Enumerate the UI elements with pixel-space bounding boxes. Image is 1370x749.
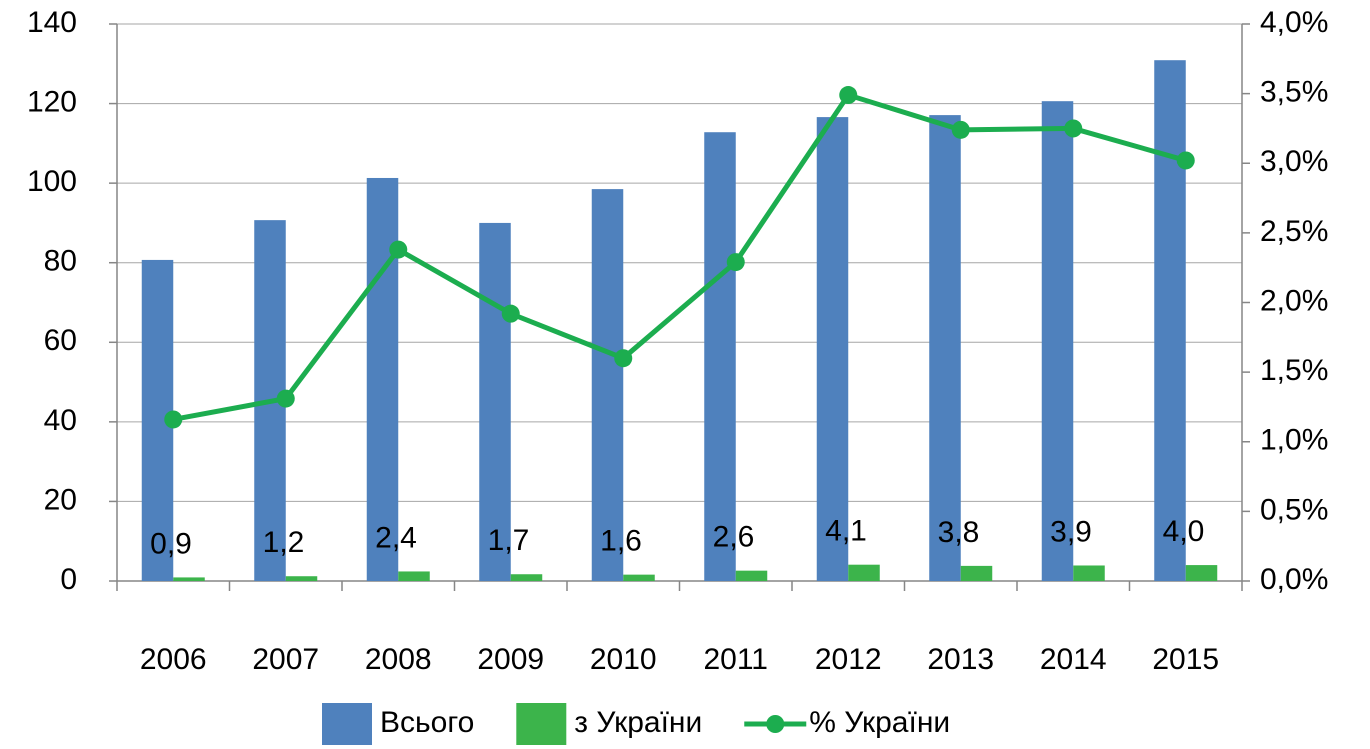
marker: [501, 304, 520, 323]
data-label: 2,4: [375, 521, 417, 554]
y-tick-label: 80: [44, 245, 77, 278]
bar: [960, 565, 993, 581]
legend-swatch: [322, 703, 372, 745]
data-label: 1,2: [263, 526, 305, 559]
bar: [1154, 60, 1186, 581]
legend-label: з України: [574, 706, 702, 739]
bar: [848, 564, 880, 581]
y-tick-label: 120: [27, 85, 77, 118]
marker: [839, 86, 858, 105]
bar: [623, 574, 655, 581]
x-tick-label: 2007: [252, 643, 319, 676]
x-tick-label: 2008: [365, 643, 432, 676]
bar: [591, 189, 624, 581]
x-tick-label: 2013: [927, 643, 994, 676]
data-label: 4,1: [825, 515, 867, 548]
marker: [1064, 119, 1083, 138]
bar: [173, 577, 205, 581]
data-label: 0,9: [150, 527, 192, 560]
y-tick-label: 100: [27, 165, 77, 198]
y-tick-label: 20: [44, 483, 77, 516]
x-tick-label: 2015: [1152, 643, 1219, 676]
bar: [398, 571, 430, 581]
x-tick-label: 2009: [477, 643, 544, 676]
data-label: 4,0: [1163, 515, 1205, 548]
bar: [510, 574, 543, 581]
marker: [164, 410, 183, 429]
bar: [704, 132, 736, 581]
data-label: 1,7: [488, 524, 530, 557]
x-tick-label: 2010: [590, 643, 657, 676]
marker: [389, 240, 408, 259]
x-tick-label: 2012: [815, 643, 882, 676]
marker: [1176, 151, 1195, 170]
bar: [816, 117, 849, 581]
bar: [1073, 565, 1105, 581]
y2-tick-label: 2,5%: [1260, 215, 1328, 248]
y-tick-label: 60: [44, 324, 77, 357]
legend-swatch: [766, 715, 785, 733]
bar: [929, 115, 961, 581]
y-tick-label: 0: [60, 563, 77, 596]
legend-label: Всього: [380, 706, 474, 739]
x-tick-label: 2014: [1040, 643, 1107, 676]
x-tick-label: 2011: [703, 643, 768, 676]
marker: [951, 120, 970, 139]
y2-tick-label: 3,5%: [1260, 76, 1328, 109]
x-tick-label: 2006: [140, 643, 207, 676]
y-tick-label: 140: [27, 6, 77, 39]
bar: [285, 576, 318, 581]
y2-tick-label: 3,0%: [1260, 145, 1328, 178]
data-label: 3,8: [938, 516, 980, 549]
data-label: 1,6: [600, 525, 642, 558]
legend-label: % України: [809, 706, 950, 739]
line: [172, 92, 1187, 422]
bar: [1041, 101, 1074, 581]
bar: [735, 570, 768, 581]
marker: [614, 349, 633, 368]
marker: [276, 389, 295, 408]
y-tick-label: 40: [44, 404, 77, 437]
y2-tick-label: 0,5%: [1260, 493, 1328, 526]
data-label: 3,9: [1050, 515, 1092, 548]
bar: [1185, 565, 1218, 581]
y2-tick-label: 1,5%: [1260, 354, 1328, 387]
y2-tick-label: 1,0%: [1260, 424, 1328, 457]
bar: [479, 222, 511, 581]
y2-tick-label: 2,0%: [1260, 284, 1328, 317]
data-label: 2,6: [713, 521, 755, 554]
y2-tick-label: 4,0%: [1260, 6, 1328, 39]
marker: [726, 253, 745, 272]
legend-swatch: [516, 703, 567, 745]
y2-tick-label: 0,0%: [1260, 563, 1328, 596]
